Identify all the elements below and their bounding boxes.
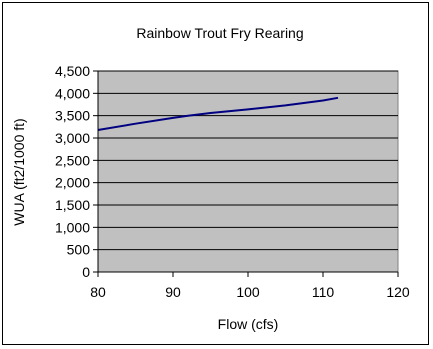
y-tick-label: 3,500	[55, 108, 90, 124]
y-tick-label: 2,500	[55, 152, 90, 168]
y-tick-label: 2,000	[55, 175, 90, 191]
y-tick-label: 500	[67, 242, 91, 258]
x-axis-label: Flow (cfs)	[218, 316, 279, 332]
x-tick-label: 110	[312, 284, 335, 300]
y-axis-label: WUA (ft2/1000 ft)	[11, 118, 27, 225]
y-tick-label: 3,000	[55, 130, 90, 146]
y-tick-label: 4,000	[55, 85, 90, 101]
x-tick-label: 100	[236, 284, 260, 300]
chart-title: Rainbow Trout Fry Rearing	[136, 25, 303, 41]
y-tick-label: 1,000	[55, 219, 90, 235]
y-tick-label: 4,500	[55, 63, 90, 79]
y-axis-ticks: 0 500 1,000 1,500 2,000 2,500 3,000 3,500 4,000 4…	[55, 63, 98, 280]
gridlines	[98, 70, 398, 251]
x-tick-label: 120	[386, 284, 410, 300]
x-axis-ticks: 80 90 100 110 120	[90, 272, 410, 300]
series-layer	[97, 96, 339, 131]
series-line	[97, 96, 339, 131]
x-tick-label: 80	[90, 284, 106, 300]
x-tick-label: 90	[165, 284, 181, 300]
y-tick-label: 1,500	[55, 197, 90, 213]
plot-area	[97, 70, 399, 273]
y-tick-label: 0	[82, 264, 90, 280]
